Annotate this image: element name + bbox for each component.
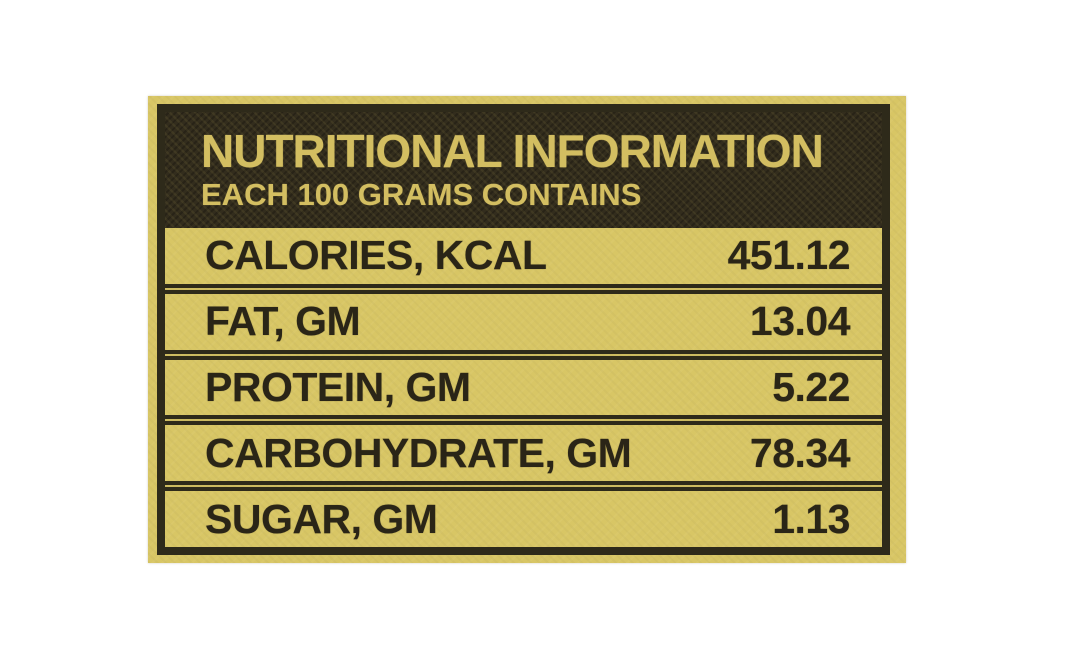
table-row-fat: FAT, GM 13.04 (165, 294, 882, 350)
nutrient-value: 451.12 (727, 232, 851, 279)
nutrient-value: 5.22 (772, 363, 850, 410)
nutrition-table: NUTRITIONAL INFORMATION EACH 100 GRAMS C… (157, 104, 890, 555)
nutrient-name: CALORIES, KCAL (205, 232, 547, 279)
nutrition-label: NUTRITIONAL INFORMATION EACH 100 GRAMS C… (148, 96, 906, 563)
nutrient-name: SUGAR, GM (205, 495, 438, 542)
row-divider (165, 349, 882, 360)
row-divider (165, 415, 882, 426)
nutrient-rows: CALORIES, KCAL 451.12 FAT, GM 13.04 PROT… (165, 228, 882, 547)
nutrient-name: FAT, GM (205, 298, 361, 345)
row-divider (165, 283, 882, 294)
nutrient-value: 1.13 (772, 495, 850, 542)
table-row-carbohydrate: CARBOHYDRATE, GM 78.34 (165, 425, 882, 481)
nutrition-title: NUTRITIONAL INFORMATION (201, 125, 824, 177)
table-row-calories: CALORIES, KCAL 451.12 (165, 228, 882, 284)
table-row-sugar: SUGAR, GM 1.13 (165, 491, 882, 547)
row-divider (165, 481, 882, 492)
nutrient-name: CARBOHYDRATE, GM (205, 429, 632, 476)
table-header: NUTRITIONAL INFORMATION EACH 100 GRAMS C… (165, 112, 882, 228)
nutrient-value: 78.34 (749, 429, 851, 476)
serving-basis-subtitle: EACH 100 GRAMS CONTAINS (201, 177, 642, 212)
table-row-protein: PROTEIN, GM 5.22 (165, 360, 882, 416)
nutrient-name: PROTEIN, GM (205, 363, 471, 410)
nutrient-value: 13.04 (749, 298, 851, 345)
